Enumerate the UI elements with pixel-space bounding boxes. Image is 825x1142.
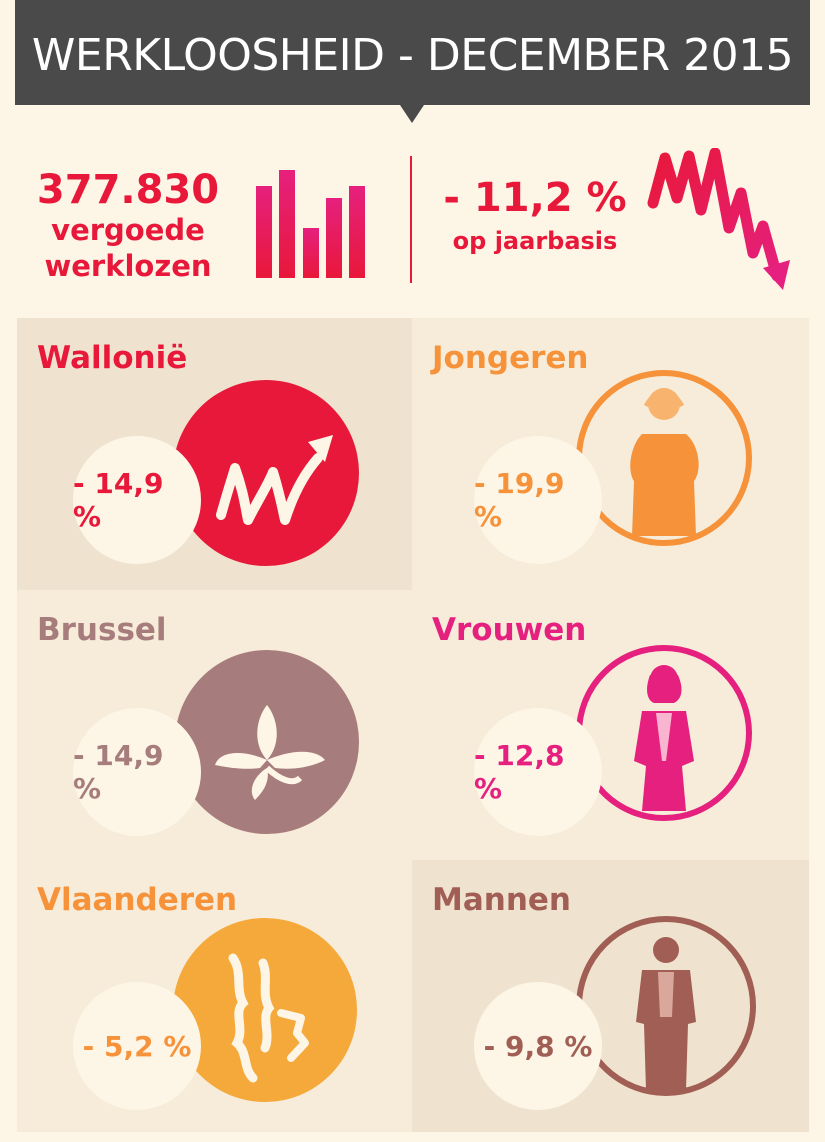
panel-title-flanders: Vlaanderen [37, 882, 238, 918]
brussels-iris-icon [215, 705, 325, 800]
youth-silhouette-icon [630, 388, 699, 536]
panel-men: Mannen - 9,8 % [412, 860, 809, 1132]
woman-silhouette-icon [634, 665, 694, 811]
brussels-circle [175, 650, 359, 834]
unemployed-count: 377.830 [36, 167, 220, 213]
yearly-change-label: op jaarbasis [452, 227, 618, 255]
panel-brussels: Brussel - 14,9 % [17, 590, 414, 862]
panel-wallonia: Wallonië - 14,9 % [17, 318, 414, 590]
women-value: - 12,8 % [474, 708, 602, 836]
header-pointer [400, 105, 424, 123]
men-circle [576, 916, 756, 1096]
unemployed-count-label-1: vergoede [51, 213, 205, 247]
yearly-change-value: - 11,2 % [443, 175, 627, 221]
bar-chart-icon [253, 168, 368, 280]
wallonia-circle [173, 380, 359, 566]
panel-youth: Jongeren - 19,9 % [412, 318, 809, 590]
man-silhouette-icon [636, 937, 696, 1090]
summary-divider [410, 156, 412, 283]
brussels-value: - 14,9 % [73, 708, 201, 836]
flanders-value: - 5,2 % [73, 982, 201, 1110]
panel-flanders: Vlaanderen - 5,2 % [17, 860, 414, 1132]
youth-value: - 19,9 % [474, 436, 602, 564]
panel-title-women: Vrouwen [432, 612, 587, 648]
flanders-lion-icon [228, 953, 309, 1083]
wallonia-value: - 14,9 % [73, 436, 201, 564]
wallonia-rooster-icon [216, 435, 333, 525]
panel-title-youth: Jongeren [432, 340, 589, 376]
header-bar: WERKLOOSHEID - DECEMBER 2015 [15, 0, 810, 105]
panel-title-brussels: Brussel [37, 612, 167, 648]
flanders-circle [173, 918, 357, 1102]
panel-women: Vrouwen - 12,8 % [412, 590, 809, 862]
downward-trend-icon [645, 148, 795, 293]
panel-title-wallonia: Wallonië [37, 340, 188, 376]
women-circle [576, 645, 752, 821]
page-title: WERKLOOSHEID - DECEMBER 2015 [31, 30, 794, 81]
men-value: - 9,8 % [474, 982, 602, 1110]
youth-circle [576, 370, 752, 546]
unemployed-count-label-2: werklozen [44, 249, 212, 283]
panel-title-men: Mannen [432, 882, 572, 918]
